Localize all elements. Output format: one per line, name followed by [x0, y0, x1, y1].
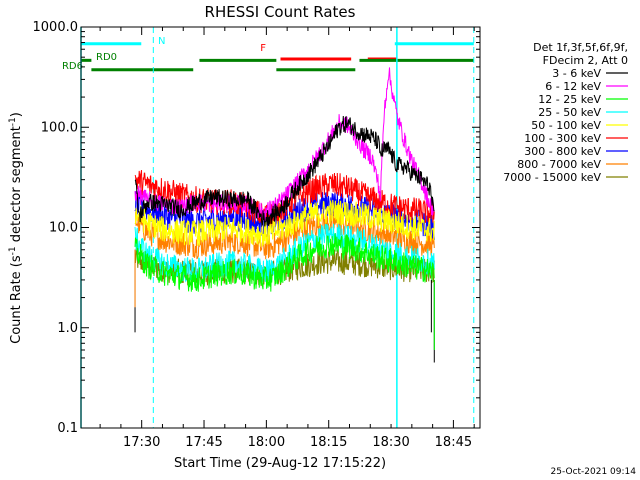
series-line	[134, 191, 435, 240]
y-tick-label: 10.0	[49, 221, 78, 236]
legend-label: 300 - 800 keV	[524, 145, 601, 158]
legend-label: 3 - 6 keV	[552, 67, 601, 80]
x-tick-label: 17:45	[185, 435, 222, 450]
x-tick-label: 18:45	[435, 435, 472, 450]
flag-label: N	[158, 36, 165, 47]
x-tick-label: 18:15	[310, 435, 347, 450]
y-axis-label-part: detector segment	[9, 126, 24, 246]
flag-label: RD6	[62, 61, 83, 72]
y-axis-label-superscript: -1	[8, 246, 18, 255]
y-tick-label: 1000.0	[33, 20, 79, 35]
legend: Det 1f,3f,5f,6f,9f,FDecim 2, Att 03 - 6 …	[503, 41, 628, 184]
chart-title: RHESSI Count Rates	[205, 3, 356, 21]
legend-header: Det 1f,3f,5f,6f,9f,	[533, 41, 628, 54]
x-tick-label: 17:30	[123, 435, 160, 450]
x-axis-label: Start Time (29-Aug-12 17:15:22)	[174, 456, 386, 471]
legend-label: 100 - 300 keV	[524, 132, 601, 145]
legend-label: 50 - 100 keV	[531, 119, 601, 132]
x-tick-label: 18:30	[372, 435, 409, 450]
series-layer	[134, 67, 435, 363]
y-tick-label: 0.1	[57, 421, 78, 436]
y-axis-label: Count Rate (s-1 detector segment-1)	[8, 112, 24, 344]
legend-label: 25 - 50 keV	[538, 106, 601, 119]
flag-label: F	[260, 43, 266, 54]
flag-label: RD0	[96, 52, 117, 63]
y-tick-label: 100.0	[41, 120, 78, 135]
series-line	[134, 115, 435, 228]
y-axis-label-part: )	[9, 112, 24, 117]
flag-bars: N F RD0 RD6	[62, 36, 474, 72]
series-line	[134, 170, 435, 228]
y-axis-label-superscript: -1	[8, 117, 18, 126]
legend-label: 12 - 25 keV	[538, 93, 601, 106]
legend-label: 6 - 12 keV	[545, 80, 601, 93]
y-axis-label-part: Count Rate (s	[9, 255, 24, 344]
axes: 0.1 1.0 10.0 100.0 1000.0 17:30 17:45 18:00 18:1…	[33, 20, 481, 450]
y-tick-label: 1.0	[57, 321, 78, 336]
series-line	[134, 199, 435, 247]
timestamp: 25-Oct-2021 09:14	[551, 467, 637, 477]
legend-label: 7000 - 15000 keV	[503, 171, 601, 184]
x-tick-label: 18:00	[248, 435, 285, 450]
legend-header: FDecim 2, Att 0	[543, 54, 628, 67]
series-line	[134, 233, 435, 292]
legend-label: 800 - 7000 keV	[517, 158, 601, 171]
